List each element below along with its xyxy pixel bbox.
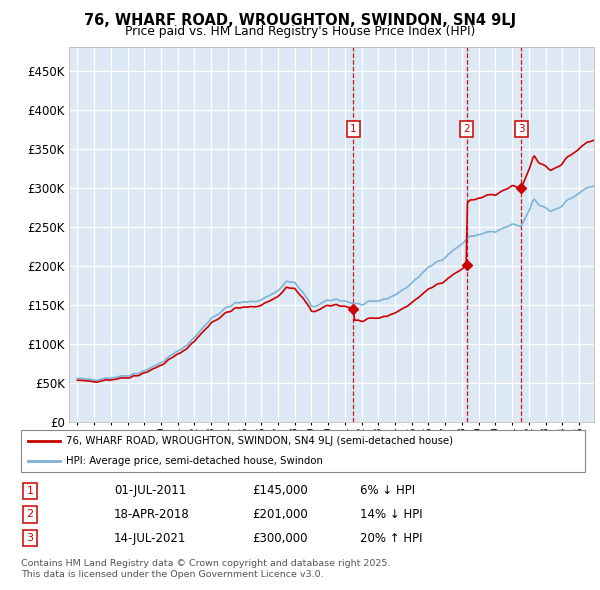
Text: 14-JUL-2021: 14-JUL-2021	[114, 532, 187, 545]
Text: £145,000: £145,000	[252, 484, 308, 497]
Text: 76, WHARF ROAD, WROUGHTON, SWINDON, SN4 9LJ (semi-detached house): 76, WHARF ROAD, WROUGHTON, SWINDON, SN4 …	[66, 436, 453, 446]
Text: This data is licensed under the Open Government Licence v3.0.: This data is licensed under the Open Gov…	[21, 571, 323, 579]
Text: 18-APR-2018: 18-APR-2018	[114, 508, 190, 521]
Text: 01-JUL-2011: 01-JUL-2011	[114, 484, 186, 497]
Text: 3: 3	[26, 533, 34, 543]
Text: 1: 1	[350, 124, 356, 134]
Text: Contains HM Land Registry data © Crown copyright and database right 2025.: Contains HM Land Registry data © Crown c…	[21, 559, 391, 568]
Text: 2: 2	[463, 124, 470, 134]
Text: 20% ↑ HPI: 20% ↑ HPI	[360, 532, 422, 545]
Text: Price paid vs. HM Land Registry's House Price Index (HPI): Price paid vs. HM Land Registry's House …	[125, 25, 475, 38]
Text: 2: 2	[26, 510, 34, 519]
Text: 1: 1	[26, 486, 34, 496]
Text: 6% ↓ HPI: 6% ↓ HPI	[360, 484, 415, 497]
Text: HPI: Average price, semi-detached house, Swindon: HPI: Average price, semi-detached house,…	[66, 455, 323, 466]
Text: 14% ↓ HPI: 14% ↓ HPI	[360, 508, 422, 521]
Text: £300,000: £300,000	[252, 532, 308, 545]
Text: 76, WHARF ROAD, WROUGHTON, SWINDON, SN4 9LJ: 76, WHARF ROAD, WROUGHTON, SWINDON, SN4 …	[84, 13, 516, 28]
Text: £201,000: £201,000	[252, 508, 308, 521]
Text: 3: 3	[518, 124, 524, 134]
